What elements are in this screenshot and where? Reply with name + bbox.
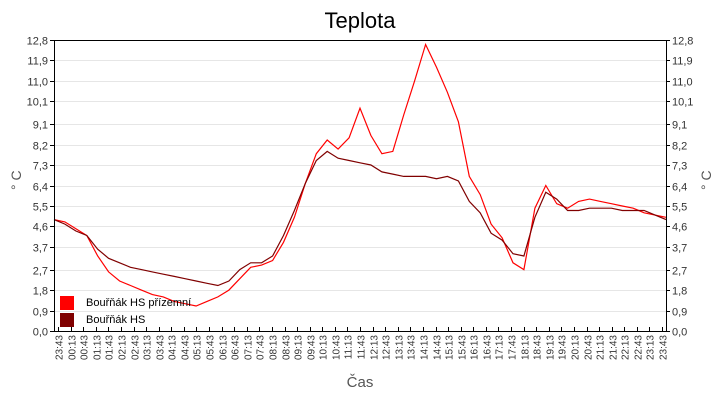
svg-text:23:43: 23:43 — [659, 335, 670, 360]
svg-text:8,2: 8,2 — [33, 141, 48, 153]
svg-text:10:43: 10:43 — [332, 335, 343, 360]
svg-text:06:43: 06:43 — [231, 335, 242, 360]
svg-text:6,4: 6,4 — [33, 182, 48, 194]
svg-text:23:13: 23:13 — [646, 335, 657, 360]
svg-text:15:43: 15:43 — [458, 335, 469, 360]
svg-text:5,5: 5,5 — [33, 202, 48, 214]
svg-text:0,0: 0,0 — [33, 327, 48, 339]
svg-text:6,4: 6,4 — [672, 182, 687, 194]
svg-text:17:13: 17:13 — [495, 335, 506, 360]
svg-text:5,5: 5,5 — [672, 202, 687, 214]
legend-label: Bouřňák HS přízemní — [86, 296, 192, 309]
svg-text:12,8: 12,8 — [27, 36, 48, 48]
svg-text:4,6: 4,6 — [33, 222, 48, 234]
svg-text:07:13: 07:13 — [244, 335, 255, 360]
svg-text:05:43: 05:43 — [206, 335, 217, 360]
svg-text:2,7: 2,7 — [672, 266, 687, 278]
svg-text:2,7: 2,7 — [33, 266, 48, 278]
svg-text:16:13: 16:13 — [470, 335, 481, 360]
svg-text:08:43: 08:43 — [282, 335, 293, 360]
svg-text:02:43: 02:43 — [131, 335, 142, 360]
svg-text:10,1: 10,1 — [672, 97, 693, 109]
svg-text:9,1: 9,1 — [672, 120, 687, 132]
svg-text:11,9: 11,9 — [27, 56, 48, 68]
svg-text:01:43: 01:43 — [105, 335, 116, 360]
svg-text:1,8: 1,8 — [672, 286, 687, 298]
svg-text:21:13: 21:13 — [596, 335, 607, 360]
svg-text:11:43: 11:43 — [357, 335, 368, 360]
legend-swatch-hs — [60, 312, 74, 327]
svg-text:00:13: 00:13 — [68, 335, 79, 360]
svg-text:20:13: 20:13 — [571, 335, 582, 360]
legend: Bouřňák HS přízemní Bouřňák HS — [60, 294, 191, 328]
svg-text:3,7: 3,7 — [672, 243, 687, 255]
svg-text:10,1: 10,1 — [27, 97, 48, 109]
svg-text:09:13: 09:13 — [294, 335, 305, 360]
svg-text:14:43: 14:43 — [433, 335, 444, 360]
svg-text:18:43: 18:43 — [533, 335, 544, 360]
svg-text:06:13: 06:13 — [219, 335, 230, 360]
svg-text:23:43: 23:43 — [55, 335, 66, 360]
svg-text:11,9: 11,9 — [672, 56, 693, 68]
svg-text:1,8: 1,8 — [33, 286, 48, 298]
svg-text:22:43: 22:43 — [634, 335, 645, 360]
svg-text:11,0: 11,0 — [672, 77, 693, 89]
svg-text:12,8: 12,8 — [672, 36, 693, 48]
svg-text:13:43: 13:43 — [407, 335, 418, 360]
svg-text:03:13: 03:13 — [143, 335, 154, 360]
legend-label: Bouřňák HS — [86, 313, 146, 326]
svg-text:00:43: 00:43 — [80, 335, 91, 360]
svg-text:21:43: 21:43 — [609, 335, 620, 360]
legend-item: Bouřňák HS — [60, 311, 191, 328]
svg-text:10:13: 10:13 — [319, 335, 330, 360]
svg-text:0,9: 0,9 — [33, 307, 48, 319]
svg-text:3,7: 3,7 — [33, 243, 48, 255]
legend-item: Bouřňák HS přízemní — [60, 294, 191, 311]
svg-text:20:43: 20:43 — [584, 335, 595, 360]
svg-text:14:13: 14:13 — [420, 335, 431, 360]
svg-text:11,0: 11,0 — [27, 77, 48, 89]
svg-text:19:13: 19:13 — [546, 335, 557, 360]
svg-text:15:13: 15:13 — [445, 335, 456, 360]
svg-text:02:13: 02:13 — [118, 335, 129, 360]
legend-swatch-prizemni — [60, 295, 74, 310]
svg-text:09:43: 09:43 — [307, 335, 318, 360]
svg-text:08:13: 08:13 — [269, 335, 280, 360]
svg-text:0,9: 0,9 — [672, 307, 687, 319]
svg-text:9,1: 9,1 — [33, 120, 48, 132]
svg-text:11:13: 11:13 — [344, 335, 355, 360]
svg-text:7,3: 7,3 — [672, 161, 687, 173]
svg-text:07:43: 07:43 — [256, 335, 267, 360]
svg-text:4,6: 4,6 — [672, 222, 687, 234]
svg-text:03:43: 03:43 — [156, 335, 167, 360]
svg-text:0,0: 0,0 — [672, 327, 687, 339]
svg-text:17:43: 17:43 — [508, 335, 519, 360]
svg-text:04:43: 04:43 — [181, 335, 192, 360]
svg-text:04:13: 04:13 — [168, 335, 179, 360]
svg-text:8,2: 8,2 — [672, 141, 687, 153]
svg-text:01:13: 01:13 — [93, 335, 104, 360]
y-axis-label-left: ° C — [8, 170, 24, 190]
svg-text:18:13: 18:13 — [521, 335, 532, 360]
svg-text:12:13: 12:13 — [370, 335, 381, 360]
svg-text:22:13: 22:13 — [621, 335, 632, 360]
svg-text:7,3: 7,3 — [33, 161, 48, 173]
svg-text:05:13: 05:13 — [193, 335, 204, 360]
svg-text:12:43: 12:43 — [382, 335, 393, 360]
svg-text:16:43: 16:43 — [483, 335, 494, 360]
x-axis-label: Čas — [346, 374, 374, 391]
svg-text:13:13: 13:13 — [395, 335, 406, 360]
svg-text:19:43: 19:43 — [558, 335, 569, 360]
chart-title: Teplota — [324, 8, 396, 33]
y-axis-label-right: ° C — [698, 170, 714, 190]
